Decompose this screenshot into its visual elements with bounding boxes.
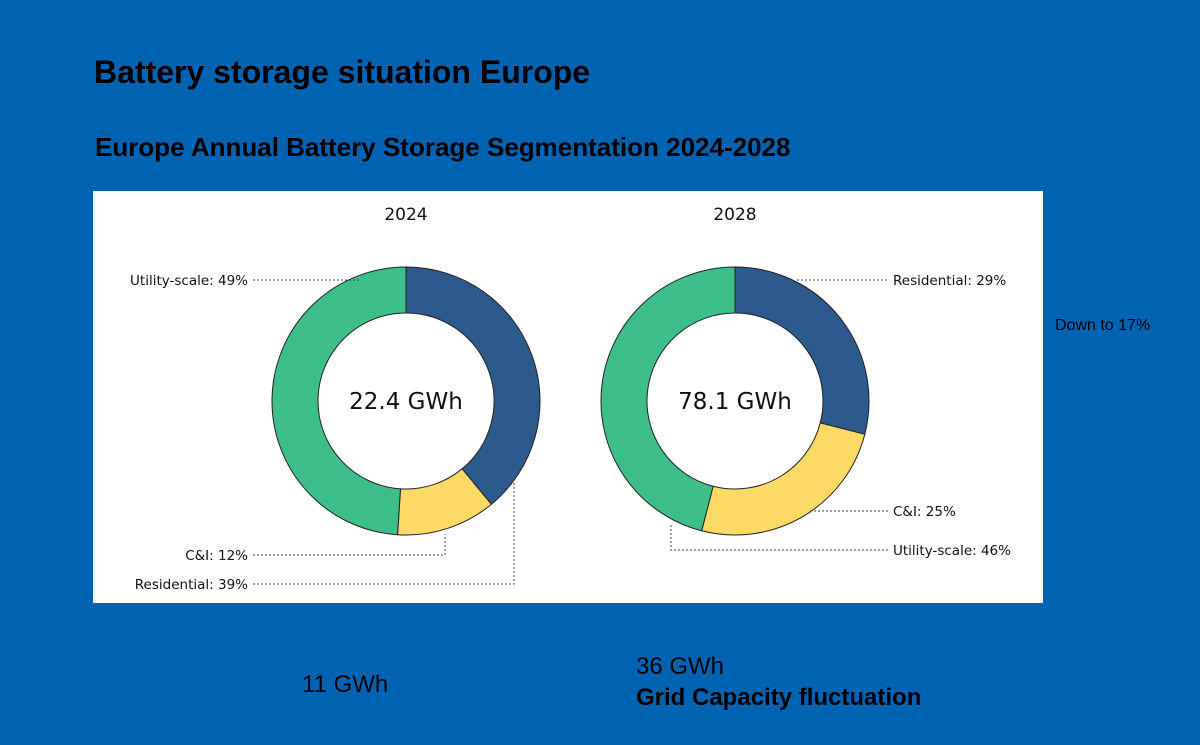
leader-line-2024-residential <box>253 480 515 585</box>
slice-2028-utility-scale <box>600 266 736 532</box>
side-note: Down to 17% <box>1055 317 1151 334</box>
chart-2028-center-label: 78.1 GWh <box>678 389 792 415</box>
chart-panel: 2024 22.4 GWh Utility-scale: 49% C&I: 12… <box>93 191 1043 603</box>
label-2028-utility: Utility-scale: 46% <box>893 543 1011 559</box>
leader-line-2028-utility <box>670 525 888 551</box>
donut-charts: 2024 22.4 GWh Utility-scale: 49% C&I: 12… <box>130 205 1011 593</box>
footer-right-caption: Grid Capacity fluctuation <box>636 684 922 711</box>
footer-right-value: 36 GWh <box>636 653 725 680</box>
donut-2028 <box>600 266 870 536</box>
chart-2024-center-label: 22.4 GWh <box>349 389 463 415</box>
page-title: Battery storage situation Europe <box>94 54 591 90</box>
label-2028-residential: Residential: 29% <box>893 273 1006 289</box>
donut-2024 <box>271 266 541 536</box>
slice-2028-c-i <box>701 422 866 536</box>
label-2024-utility: Utility-scale: 49% <box>130 273 248 289</box>
chart-2028-year-label: 2028 <box>713 205 756 225</box>
leader-line-2024-ci <box>253 534 446 556</box>
footer-left-value: 11 GWh <box>302 671 389 698</box>
chart-subtitle: Europe Annual Battery Storage Segmentati… <box>95 132 791 162</box>
chart-2024-year-label: 2024 <box>384 205 427 225</box>
slice-2024-residential <box>405 266 541 505</box>
label-2024-residential: Residential: 39% <box>135 577 248 593</box>
label-2028-ci: C&I: 25% <box>893 504 956 520</box>
slice-2028-residential <box>734 266 870 435</box>
slice-2024-utility-scale <box>271 266 407 536</box>
label-2024-ci: C&I: 12% <box>185 548 248 564</box>
